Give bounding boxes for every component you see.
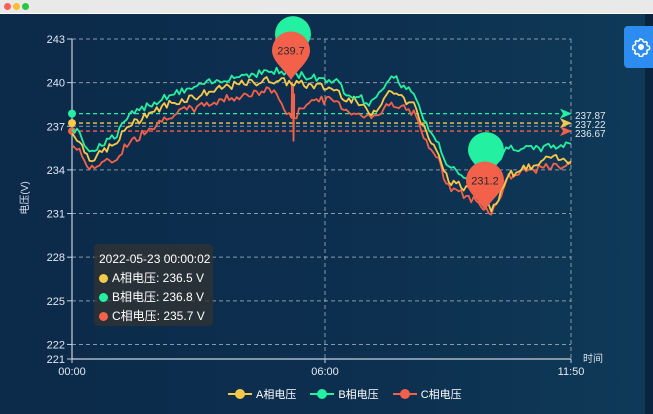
- tooltip-row-b: B相电压: 236.8 V: [99, 288, 213, 307]
- legend-item-c[interactable]: C相电压: [392, 386, 462, 402]
- x-tick-label: 06:00: [311, 366, 339, 378]
- markpoint-pin-icon: [272, 31, 310, 80]
- tooltip-row-a: A相电压: 236.5 V: [99, 269, 213, 288]
- tooltip-row-a-label: A相电压: 236.5 V: [112, 271, 205, 285]
- settings-button[interactable]: [624, 26, 653, 68]
- panel-edge: [645, 14, 653, 414]
- x-tick-label: 00:00: [58, 366, 86, 378]
- window-minimize-button[interactable]: [13, 3, 20, 10]
- markline-arrow-icon: [560, 108, 572, 119]
- chart-legend: A相电压 B相电压 C相电压: [228, 386, 462, 402]
- series-b-dot-icon: [99, 293, 108, 302]
- legend-c-line-icon: [392, 389, 417, 399]
- y-tick-label: 237: [47, 121, 65, 133]
- y-tick-label: 225: [47, 296, 65, 308]
- markpoint-pin-icon: [466, 161, 504, 210]
- tooltip-row-c-label: C相电压: 235.7 V: [112, 309, 205, 323]
- markpoint-label: 239.7: [277, 46, 305, 58]
- markline-label: 237.87: [575, 111, 606, 122]
- series-c-dot-icon: [99, 312, 108, 321]
- window-close-button[interactable]: [4, 3, 11, 10]
- legend-a-line-icon: [228, 389, 252, 399]
- legend-item-a[interactable]: A相电压: [228, 386, 296, 402]
- y-tick-label: 243: [47, 34, 65, 46]
- legend-a-label: A相电压: [256, 389, 297, 401]
- markline-label: 237.22: [575, 120, 606, 131]
- chart-tooltip: 2022-05-23 00:00:02 A相电压: 236.5 V B相电压: …: [94, 244, 213, 326]
- window-maximize-button[interactable]: [22, 3, 29, 10]
- y-axis-label: 电压(V): [18, 181, 31, 214]
- y-tick-label: 222: [47, 339, 65, 351]
- tooltip-row-b-label: B相电压: 236.8 V: [112, 290, 205, 304]
- markline-arrow-icon: [560, 126, 572, 137]
- y-tick-label: 228: [47, 252, 65, 264]
- y-tick-label: 231: [47, 209, 65, 221]
- series-a-dot-icon: [99, 274, 108, 283]
- x-axis-label: 时间: [583, 352, 603, 365]
- tooltip-row-c: C相电压: 235.7 V: [99, 307, 213, 326]
- markline-arrow-icon: [560, 118, 572, 129]
- legend-item-b[interactable]: B相电压: [310, 386, 379, 402]
- y-tick-label: 221: [47, 354, 65, 366]
- markpoint-label: 231.2: [471, 176, 499, 188]
- legend-c-label: C相电压: [420, 389, 462, 401]
- gear-icon: [631, 37, 651, 57]
- markline-label: 236.67: [575, 129, 606, 140]
- markpoints: 239.7 231.2: [272, 16, 504, 210]
- y-tick-label: 234: [47, 165, 65, 177]
- chart-axes: 221 222 225 228 231 234 237 240 243 00:00 06:00 11:…: [47, 34, 585, 378]
- y-tick-label: 240: [47, 78, 65, 90]
- legend-b-line-icon: [310, 389, 335, 399]
- window-titlebar: [0, 0, 653, 14]
- x-tick-label: 11:50: [558, 366, 585, 378]
- tooltip-title: 2022-05-23 00:00:02: [99, 252, 211, 266]
- legend-b-label: B相电压: [338, 389, 379, 401]
